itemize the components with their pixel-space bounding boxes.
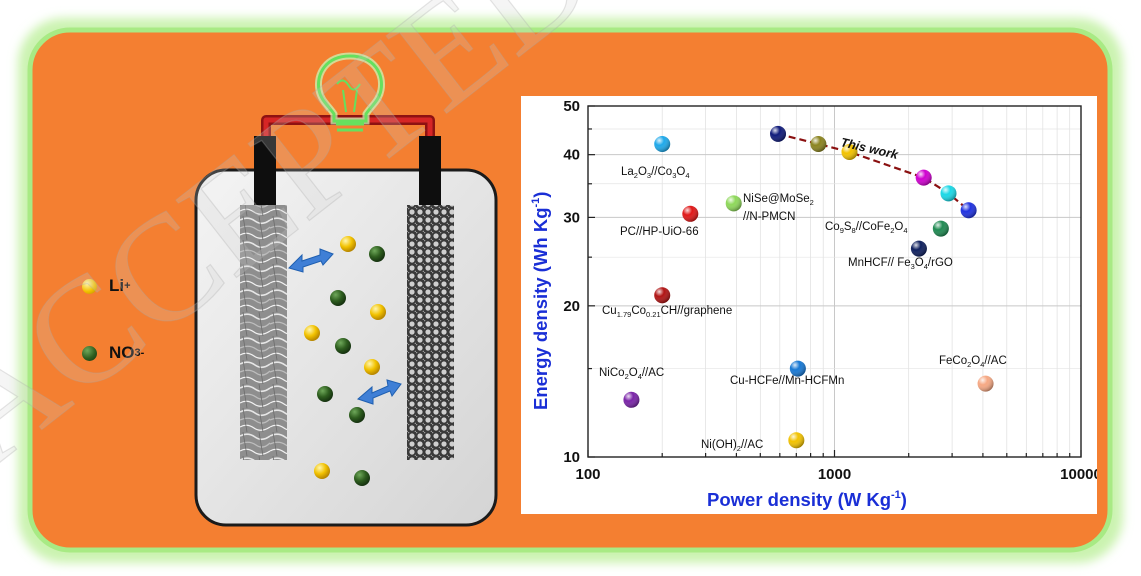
label-cu-hcfe-mn-hcfmn: Cu-HCFe//Mn-HCFMn xyxy=(730,375,844,387)
label-nise-mose2-line2: //N-PMCN xyxy=(743,211,795,223)
this-work-point xyxy=(960,202,977,219)
label-cu-co-ch-graphene: Cu1.79Co0.21CH//graphene xyxy=(602,305,732,319)
data-point-shade xyxy=(789,360,806,377)
x-tick-label: 1000 xyxy=(818,466,851,483)
data-point-shade xyxy=(682,205,699,222)
this-work-point-shade xyxy=(940,185,957,202)
data-point xyxy=(623,391,640,408)
lightbulb-icon xyxy=(314,52,386,132)
y-tick-label: 40 xyxy=(563,147,580,164)
axis-ticks: 100 1000 10000 10 20 30 40 50 xyxy=(563,98,1097,483)
data-point xyxy=(932,220,949,237)
label-pc-hp-uio-66: PC//HP-UiO-66 xyxy=(620,226,699,238)
label-nise-mose2-line1: NiSe@MoSe2 xyxy=(743,193,814,207)
data-point xyxy=(654,287,671,304)
y-tick-label: 50 xyxy=(563,98,580,115)
this-work-point-shade xyxy=(960,202,977,219)
data-point xyxy=(682,205,699,222)
data-point-shade xyxy=(725,195,742,212)
this-work-point xyxy=(841,143,858,160)
data-point-shade xyxy=(623,391,640,408)
electrode-right-mesh xyxy=(407,205,454,460)
this-work-point xyxy=(915,169,932,186)
data-point-shade xyxy=(788,432,805,449)
x-tick-label: 100 xyxy=(575,466,600,483)
x-tick-label: 10000 xyxy=(1060,466,1097,483)
legend-no3-subscript: 3 xyxy=(134,347,141,359)
label-feco2o4-ac: FeCo2O4//AC xyxy=(939,355,1007,369)
this-work-point-shade xyxy=(841,143,858,160)
ragone-plot-panel: 100 1000 10000 10 20 30 40 50 La2O3//Co3O4 PC//… xyxy=(521,96,1097,514)
data-point-shade xyxy=(654,287,671,304)
x-axis-title: Power density (W Kg-1) xyxy=(707,489,907,510)
data-point-shade xyxy=(932,220,949,237)
grid-lines xyxy=(587,105,1082,458)
this-work-point-shade xyxy=(770,125,787,142)
y-tick-label: 10 xyxy=(563,449,580,466)
data-point xyxy=(788,432,805,449)
label-mnhcf-fe3o4-rgo: MnHCF// Fe3O4/rGO xyxy=(848,257,953,271)
legend-no3-charge: - xyxy=(140,347,145,359)
no3-ions xyxy=(317,246,385,486)
electrode-left-fiber xyxy=(240,205,287,460)
this-work-point-shade xyxy=(810,136,827,153)
label-co9s8-cofe2o4: Co9S8//CoFe2O4 xyxy=(825,221,908,235)
legend-no3-label: NO xyxy=(109,343,135,362)
data-point xyxy=(725,195,742,212)
this-work-point xyxy=(810,136,827,153)
li-ion-icon xyxy=(82,278,97,294)
no3-ion-icon xyxy=(82,345,97,361)
data-points xyxy=(623,125,994,449)
data-point-shade xyxy=(977,375,994,392)
ion-transfer-arrow-bottom xyxy=(357,379,402,405)
li-ions xyxy=(304,236,386,479)
legend-li-charge: + xyxy=(124,280,131,292)
y-tick-label: 20 xyxy=(563,298,580,315)
electrode-clip-right xyxy=(419,136,441,209)
legend-li-label: Li xyxy=(109,276,125,295)
legend-no3-ion: NO 3- xyxy=(82,343,144,363)
data-point-shade xyxy=(910,240,927,257)
y-axis-title: Energy density (Wh Kg-1) xyxy=(530,192,551,410)
this-work-point-shade xyxy=(915,169,932,186)
point-annotations: La2O3//Co3O4 PC//HP-UiO-66 NiSe@MoSe2 //… xyxy=(599,135,1007,453)
this-work-point xyxy=(770,125,787,142)
legend-li-ion: Li + xyxy=(82,276,131,296)
data-point xyxy=(654,136,671,153)
data-point-shade xyxy=(654,136,671,153)
data-point xyxy=(977,375,994,392)
data-point xyxy=(910,240,927,257)
label-la2o3-co3o4: La2O3//Co3O4 xyxy=(621,166,689,180)
label-nico2o4-ac: NiCo2O4//AC xyxy=(599,367,664,381)
label-nioh2-ac: Ni(OH)2//AC xyxy=(701,439,763,453)
y-tick-label: 30 xyxy=(563,209,580,226)
data-point xyxy=(789,360,806,377)
ragone-plot: 100 1000 10000 10 20 30 40 50 La2O3//Co3O4 PC//… xyxy=(530,98,1097,510)
this-work-point xyxy=(940,185,957,202)
ion-transfer-arrow-top xyxy=(288,248,334,273)
electrode-clip-left xyxy=(254,136,276,209)
